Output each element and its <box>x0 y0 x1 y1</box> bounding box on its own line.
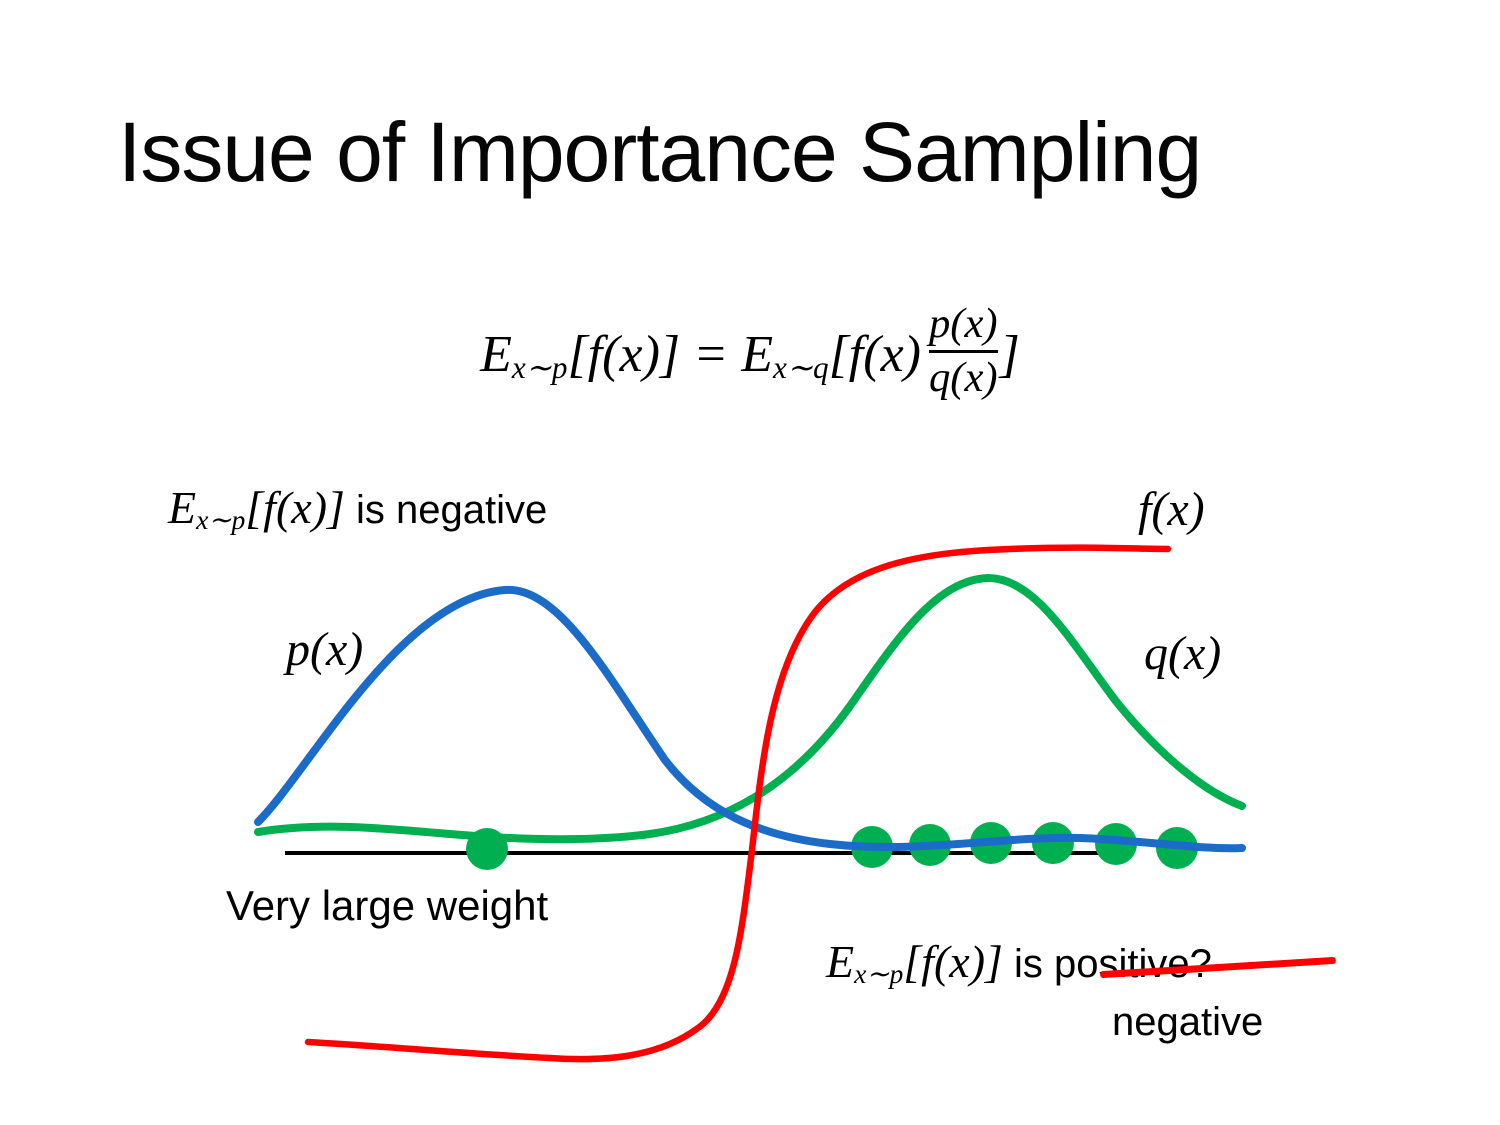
formula-sub2: x∼q <box>772 350 829 386</box>
br-label-bracket: [f(x)] <box>903 936 1003 987</box>
sample-dot-4 <box>1032 822 1074 864</box>
corrected-negative-label: negative <box>1112 1000 1264 1044</box>
expectation-negative-label: Ex∼p[f(x)] is negative <box>168 480 547 536</box>
formula-fraction: p(x) q(x) <box>928 300 998 401</box>
fraction-bar <box>928 349 998 353</box>
left-label-E: E <box>168 482 197 533</box>
left-label-bracket: [f(x)] <box>245 482 345 533</box>
f-function-curve <box>304 544 1172 1063</box>
expectation-positive-label: Ex∼p[f(x)] is positive? <box>826 934 1212 990</box>
sample-dot-left <box>466 828 508 870</box>
left-label-text: is negative <box>344 488 548 532</box>
fraction-denominator: q(x) <box>928 353 998 401</box>
left-label-sub: x∼p <box>196 504 246 536</box>
p-distribution-curve <box>254 585 1246 853</box>
p-curve-label: p(x) <box>286 623 364 676</box>
f-curve-label: f(x) <box>1138 483 1205 536</box>
q-curve-label: q(x) <box>1144 627 1222 680</box>
formula-mid: [f(x)] = <box>567 326 742 384</box>
formula-open: [f(x) <box>828 326 921 384</box>
formula-E2: E <box>741 326 773 384</box>
formula-close-bracket: ] <box>999 326 1020 384</box>
very-large-weight-note: Very large weight <box>226 882 549 929</box>
br-label-E: E <box>826 936 855 987</box>
formula-E1: E <box>480 326 512 384</box>
br-label-is: is <box>1002 942 1055 986</box>
br-label-struck-word: positive? <box>1054 942 1212 986</box>
formula-sub1: x∼p <box>511 350 568 386</box>
main-formula: Ex∼p[f(x)] = Ex∼q[f(x) p(x) q(x)] <box>0 301 1500 409</box>
q-distribution-curve <box>254 573 1246 844</box>
fraction-numerator: p(x) <box>928 300 998 347</box>
br-label-sub: x∼p <box>854 958 904 990</box>
slide-title: Issue of Importance Sampling <box>118 105 1202 199</box>
